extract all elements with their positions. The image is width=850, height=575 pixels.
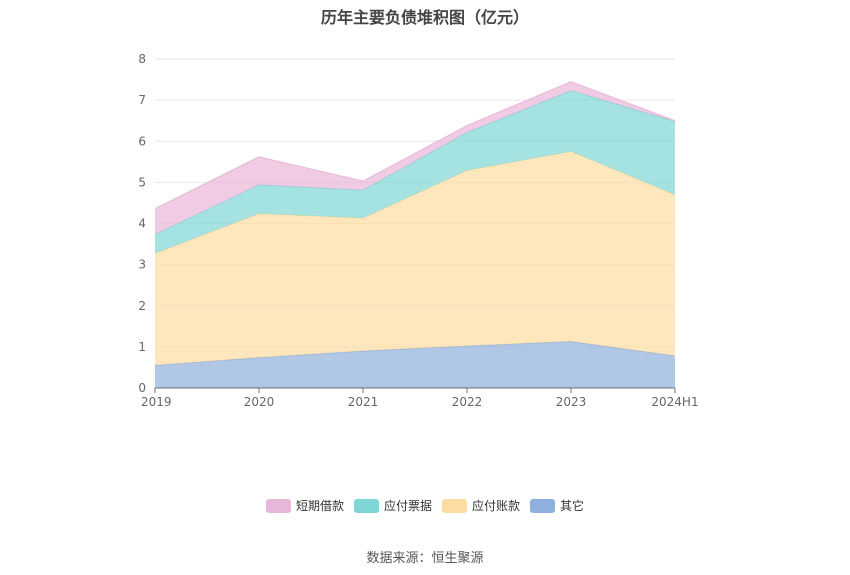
x-tick-label: 2019 (141, 395, 172, 409)
legend-swatch (265, 498, 291, 513)
x-tick-label: 2024H1 (651, 395, 698, 409)
y-tick-label: 4 (138, 217, 146, 231)
area-series-3 (155, 81, 675, 235)
legend-swatch (530, 498, 556, 513)
area-series-line-3 (154, 81, 676, 210)
legend-item[interactable]: 应付账款 (442, 497, 520, 514)
legend-label: 其它 (560, 499, 585, 513)
x-tick-label: 2020 (244, 395, 275, 409)
legend-swatch (442, 498, 467, 513)
y-tick-label: 1 (138, 340, 146, 354)
area-series-1 (155, 151, 675, 366)
legend-label: 应付账款 (472, 499, 521, 513)
y-tick-label: 3 (138, 258, 146, 272)
legend-item[interactable]: 应付票据 (353, 497, 432, 514)
y-tick-label: 2 (138, 299, 146, 313)
source-note: 数据来源：恒生聚源 (366, 551, 484, 566)
y-tick-label: 0 (138, 381, 146, 395)
legend-swatch (353, 498, 379, 513)
x-tick-label: 2021 (348, 395, 379, 409)
legend-label: 应付票据 (383, 499, 432, 513)
legend-label: 短期借款 (295, 499, 344, 513)
x-tick-label: 2023 (556, 395, 587, 409)
y-tick-label: 8 (138, 52, 146, 66)
y-tick-label: 6 (138, 134, 146, 148)
axes: 0 1 2 3 4 5 6 7 8 2019 2020 2021 2022 2023 2024H1 (138, 52, 698, 409)
y-tick-label: 7 (138, 93, 146, 107)
legend: 短期借款 应付票据 应付账款 其它 (0, 497, 850, 514)
chart-title: 历年主要负债堆积图（亿元） (320, 8, 529, 27)
legend-item[interactable]: 其它 (530, 497, 584, 514)
legend-item[interactable]: 短期借款 (265, 497, 344, 514)
area-series-2 (155, 90, 675, 254)
area-series-0 (155, 341, 675, 388)
y-tick-label: 5 (138, 175, 146, 189)
x-tick-label: 2022 (452, 395, 483, 409)
area-series (154, 81, 676, 388)
